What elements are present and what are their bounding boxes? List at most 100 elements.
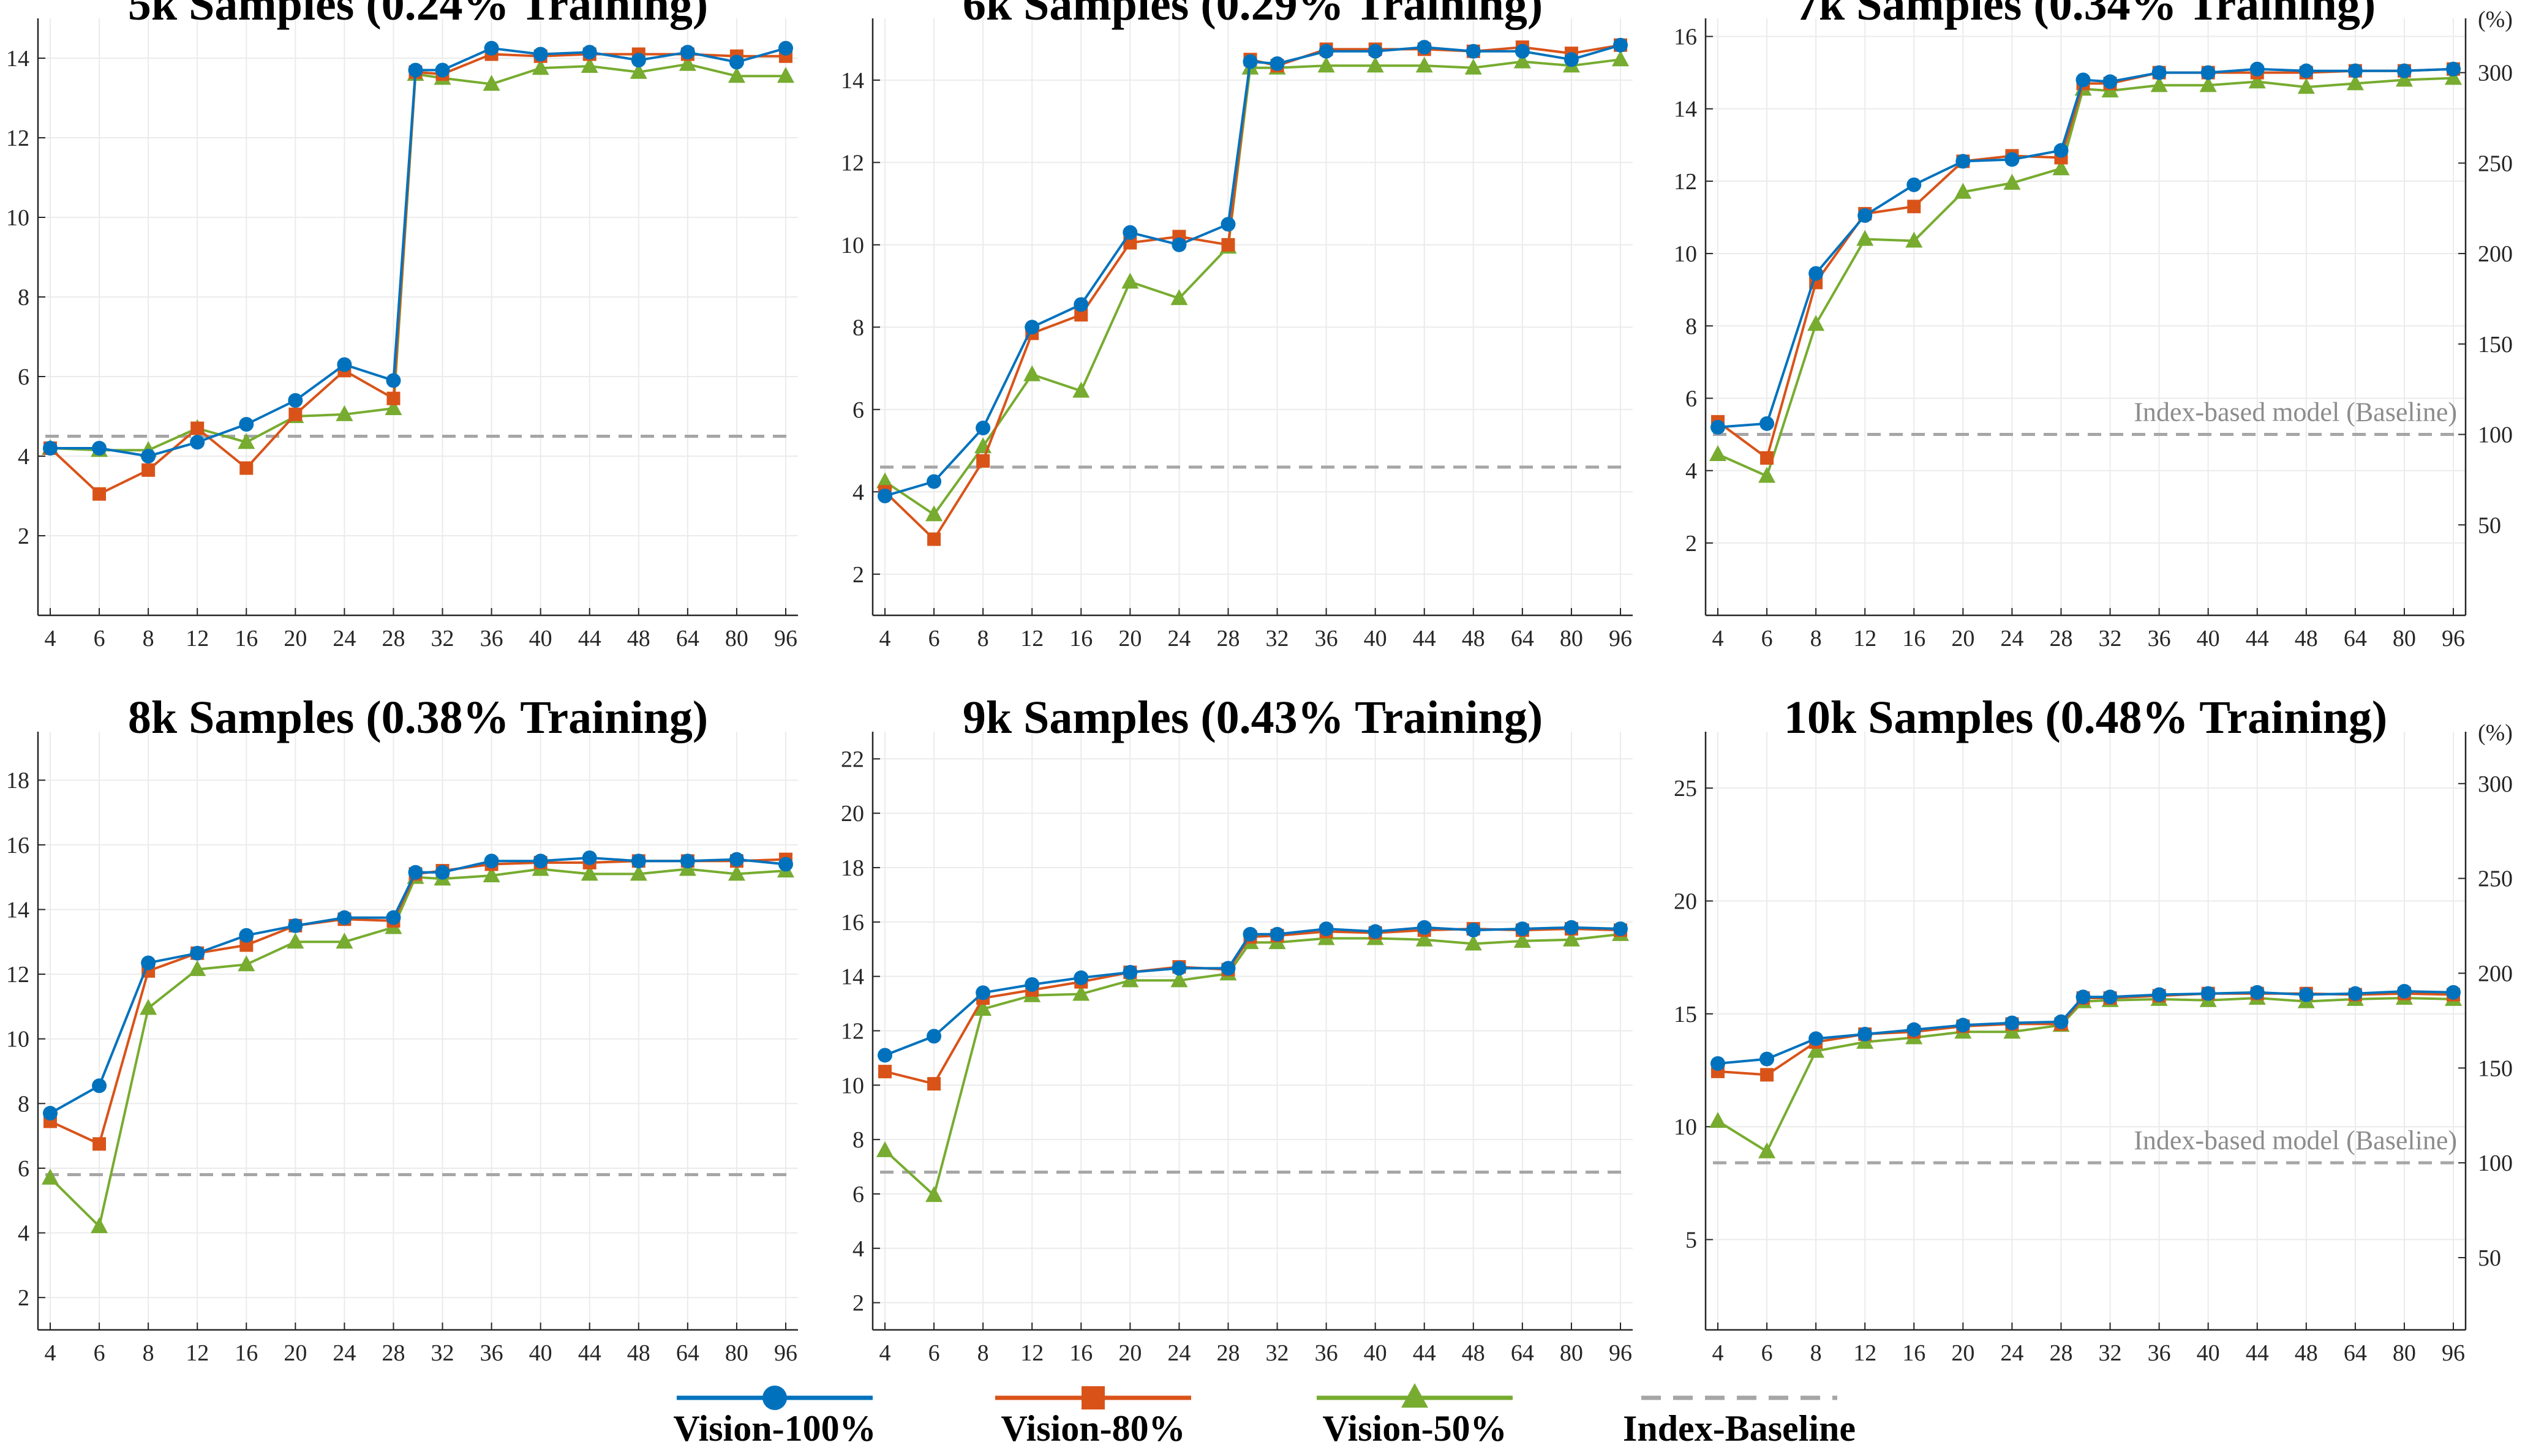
data-point [336, 405, 353, 421]
data-point [2249, 61, 2265, 77]
data-point [927, 532, 941, 546]
data-point [777, 67, 794, 83]
data-point [1368, 924, 1383, 939]
data-point [581, 865, 598, 881]
data-point [239, 461, 254, 475]
legend-swatch-marker [1082, 1386, 1105, 1409]
data-point [1564, 52, 1579, 67]
x-tick-label: 12 [186, 626, 209, 651]
data-point [2004, 152, 2020, 167]
chart-title: 8k Samples (0.38% Training) [128, 692, 708, 743]
data-point [2395, 70, 2413, 87]
x-tick-label: 8 [1810, 1340, 1822, 1366]
data-point [1710, 419, 1725, 435]
data-point [386, 373, 401, 388]
x-tick-label: 6 [94, 1340, 105, 1366]
series-line [884, 58, 1621, 516]
x-tick-label: 12 [1853, 1340, 1876, 1366]
data-point [2396, 983, 2412, 999]
data-point [976, 985, 991, 1000]
x-tick-label: 96 [774, 626, 797, 651]
data-point [484, 40, 499, 56]
data-point [2396, 63, 2412, 78]
x-tick-label: 24 [333, 626, 356, 651]
data-point [680, 854, 695, 869]
data-point [91, 1217, 108, 1234]
data-point [582, 45, 597, 60]
data-point [190, 421, 205, 435]
data-point [288, 407, 303, 421]
right-tick-label: 150 [2478, 332, 2513, 358]
data-point [927, 474, 942, 489]
series-vision-50pct [42, 860, 794, 1234]
data-point [1415, 56, 1433, 73]
data-point [2004, 1015, 2020, 1030]
y-tick-label: 8 [1685, 313, 1697, 339]
y-tick-label: 25 [1674, 776, 1697, 801]
legend-entry-4: Index-Baseline [1623, 1395, 1856, 1449]
baseline-label: Index-based model (Baseline) [2134, 397, 2457, 427]
y-tick-label: 10 [6, 1027, 29, 1053]
x-tick-label: 64 [1511, 626, 1534, 651]
data-point [386, 391, 401, 405]
x-tick-label: 6 [94, 626, 105, 651]
data-point [925, 505, 943, 522]
data-point [42, 1168, 59, 1185]
data-point [1417, 40, 1432, 55]
data-point [92, 441, 107, 456]
legend-swatch-marker [1401, 1383, 1428, 1408]
x-tick-label: 28 [382, 1340, 405, 1366]
y-tick-label: 10 [841, 1073, 864, 1098]
y-tick-label: 18 [6, 768, 29, 794]
x-tick-label: 4 [45, 626, 56, 651]
x-tick-label: 48 [1462, 1340, 1485, 1366]
data-point [2200, 986, 2216, 1001]
data-point [288, 918, 303, 933]
x-tick-label: 16 [235, 626, 258, 651]
right-tick-label: 300 [2478, 61, 2513, 86]
data-point [1905, 231, 1923, 248]
data-point [1562, 930, 1580, 947]
data-point [2446, 985, 2461, 1000]
y-tick-label: 6 [18, 364, 29, 390]
data-point [1366, 56, 1384, 73]
y-tick-label: 14 [6, 46, 29, 72]
x-tick-label: 64 [2344, 626, 2367, 651]
data-point [1906, 1022, 1922, 1037]
data-point [1515, 921, 1530, 936]
right-tick-label: 200 [2478, 961, 2513, 986]
data-point [2052, 159, 2070, 176]
data-point [1072, 985, 1090, 1001]
x-tick-label: 6 [928, 626, 940, 651]
data-point [1709, 1111, 1726, 1128]
data-point [239, 928, 254, 943]
legend-entry-1: Vision-100% [673, 1386, 876, 1449]
data-point [189, 960, 206, 977]
data-point [92, 487, 107, 501]
x-tick-label: 80 [2393, 626, 2416, 651]
y-tick-label: 14 [6, 897, 29, 923]
data-point [1025, 977, 1040, 993]
x-tick-label: 12 [186, 1340, 209, 1366]
data-point [484, 854, 499, 869]
x-tick-label: 36 [2148, 1340, 2171, 1366]
data-point [408, 865, 423, 880]
data-point [1513, 52, 1531, 69]
y-tick-label: 6 [18, 1156, 29, 1182]
data-point [878, 489, 892, 503]
data-point [1170, 289, 1188, 306]
data-point [630, 865, 647, 881]
data-point [1415, 930, 1433, 947]
data-point [141, 463, 156, 477]
data-point [238, 955, 255, 972]
series-vision-80pct [43, 47, 792, 501]
x-tick-label: 48 [1462, 626, 1485, 651]
series-vision-50pct [42, 54, 794, 457]
series-line [50, 47, 786, 457]
x-tick-label: 16 [1902, 1340, 1925, 1366]
x-tick-label: 36 [480, 626, 503, 651]
x-tick-label: 16 [1069, 626, 1093, 651]
